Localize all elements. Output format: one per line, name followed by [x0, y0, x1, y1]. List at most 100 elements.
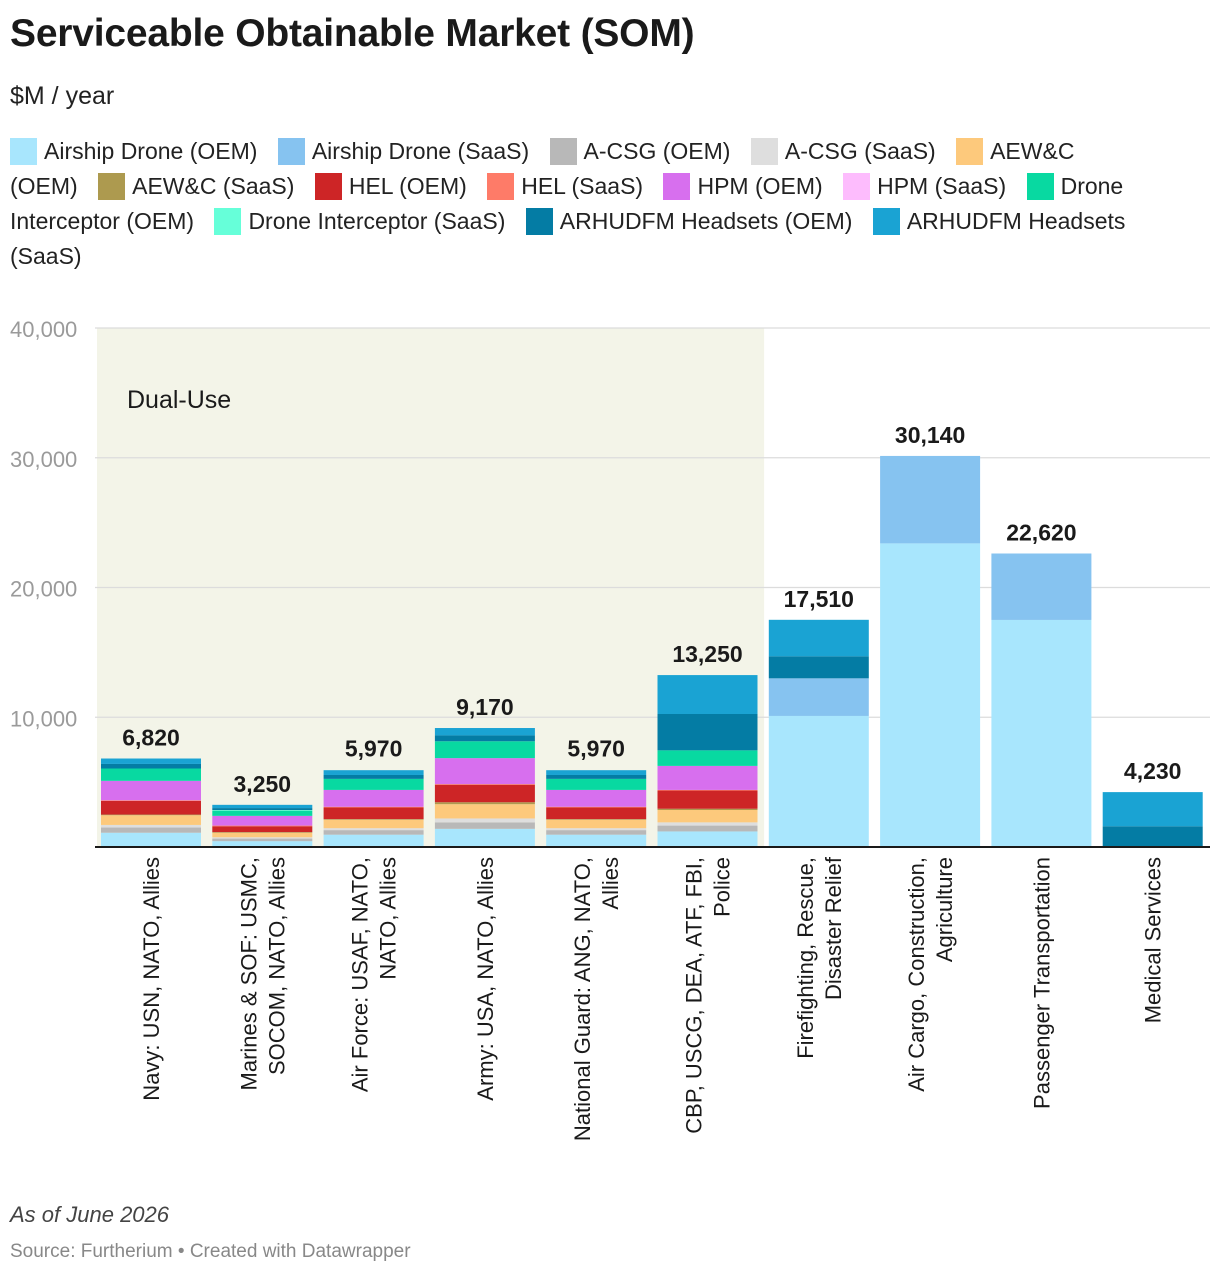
bar-segment [768, 656, 869, 679]
bar-segment [768, 619, 869, 657]
legend-item: Airship Drone (OEM) [10, 138, 258, 165]
chart-source: Source: Furtherium • Created with Datawr… [10, 1241, 411, 1262]
bar-total-label: 30,140 [895, 422, 965, 448]
legend-item: HEL (SaaS) [487, 173, 644, 200]
bar-segment [101, 824, 201, 828]
legend-item: A-CSG (OEM) [549, 138, 731, 165]
bar-segment [212, 808, 313, 811]
bar-segment [657, 765, 758, 790]
chart-legend: Airship Drone (OEM) Airship Drone (SaaS)… [10, 134, 1160, 274]
bar-segment [434, 818, 535, 823]
x-tick-label-line: CBP, USCG, DEA, ATF, FBI, [682, 857, 707, 1134]
legend-label: Airship Drone (OEM) [44, 138, 258, 164]
legend-item: AEW&C (SaaS) [98, 173, 295, 200]
bar-segment [546, 774, 647, 779]
x-tick-label-line: Police [710, 857, 735, 917]
bar-segment [101, 768, 201, 781]
legend-item: ARHUDFM Headsets (OEM) [525, 208, 852, 235]
legend-swatch [750, 138, 778, 165]
legend-item: Drone Interceptor (SaaS) [214, 208, 505, 235]
bar-segment [768, 678, 869, 716]
bar-segment [546, 770, 647, 775]
bar-segment [212, 810, 313, 811]
x-tick-label-line: Army: USA, NATO, Allies [473, 857, 498, 1101]
bar-segment [323, 789, 424, 807]
legend-swatch [98, 173, 126, 200]
bar-segment [657, 790, 758, 809]
bar-total-label: 13,250 [672, 641, 742, 667]
bar-segment [434, 828, 535, 847]
bar-segment [657, 822, 758, 826]
x-tick-label: Medical Services [1141, 857, 1166, 1023]
bar-total-label: 17,510 [784, 586, 854, 612]
bar-segment [434, 758, 535, 785]
bar-segment [434, 822, 535, 829]
x-tick-label-line: Air Force: USAF, NATO, [348, 857, 373, 1092]
bar-total-label: 5,970 [345, 736, 403, 762]
legend-item: AEW&C (OEM) [10, 138, 1074, 199]
x-tick-label: Army: USA, NATO, Allies [473, 857, 498, 1101]
bar-segment [657, 825, 758, 832]
x-tick-label-line: NATO, Allies [376, 857, 401, 980]
x-tick-label-line: Agriculture [932, 857, 957, 962]
bar-segment [1102, 792, 1203, 827]
x-tick-label-line: Firefighting, Rescue, [793, 857, 818, 1059]
bar-segment [101, 832, 201, 847]
bar-segment [323, 819, 424, 829]
y-tick-label: 40,000 [10, 317, 77, 342]
legend-swatch [549, 138, 577, 165]
bar-segment [101, 800, 201, 815]
legend-swatch [214, 208, 242, 235]
legend-swatch [956, 138, 984, 165]
x-tick-label-line: Marines & SOF: USMC, [236, 857, 261, 1090]
x-tick-label-line: Navy: USN, NATO, Allies [139, 857, 164, 1101]
bar-segment [212, 825, 313, 827]
bar-segment [323, 828, 424, 831]
x-tick-label: CBP, USCG, DEA, ATF, FBI, Police [682, 857, 735, 1134]
x-tick-label: Air Force: USAF, NATO, NATO, Allies [348, 857, 401, 1092]
legend-label: HPM (SaaS) [877, 173, 1007, 199]
legend-item: Airship Drone (SaaS) [277, 138, 529, 165]
x-tick-label: Marines & SOF: USMC, SOCOM, NATO, Allies [236, 857, 289, 1090]
bar-total-label: 9,170 [456, 694, 514, 720]
bar-segment [657, 675, 758, 715]
bar-segment [546, 778, 647, 790]
bar-segment [434, 802, 535, 805]
bar-total-label: 3,250 [234, 771, 292, 797]
bar-segment [434, 784, 535, 785]
x-tick-label: National Guard: ANG, NATO, Allies [570, 857, 623, 1141]
bar-segment [657, 714, 758, 751]
bar-segment [880, 455, 981, 544]
legend-label: AEW&C (SaaS) [132, 173, 295, 199]
bar-segment [323, 830, 424, 835]
bar-segment [434, 741, 535, 759]
chart-notes: As of June 2026 [10, 1202, 170, 1227]
x-tick-label: Air Cargo, Construction, Agriculture [904, 857, 957, 1092]
bar-segment [323, 806, 424, 808]
legend-swatch [663, 173, 691, 200]
x-tick-label-line: National Guard: ANG, NATO, [570, 857, 595, 1141]
legend-label: A-CSG (OEM) [583, 138, 731, 164]
chart-plot: Dual-Use 10,000 20,000 30,000 40,000 6,820 3,2… [10, 317, 1210, 1141]
bar-segment [212, 837, 313, 839]
legend-label: HEL (OEM) [348, 173, 467, 199]
legend-swatch [872, 208, 900, 235]
bar-segment [434, 804, 535, 819]
legend-swatch [1026, 173, 1054, 200]
x-tick-label-line: Passenger Transportation [1029, 857, 1054, 1109]
bar-segment [212, 838, 313, 842]
bar-segment [212, 832, 313, 833]
bar-segment [546, 806, 647, 808]
bar-segment [323, 819, 424, 820]
bar-segment [323, 774, 424, 779]
legend-label: A-CSG (SaaS) [784, 138, 936, 164]
x-tick-label: Firefighting, Rescue, Disaster Relief [793, 856, 846, 1059]
bar-segment [546, 789, 647, 807]
x-tick-label-line: Air Cargo, Construction, [904, 857, 929, 1092]
legend-swatch [314, 173, 342, 200]
legend-label: HEL (SaaS) [521, 173, 644, 199]
bar-segment [101, 763, 201, 769]
bar-segment [657, 810, 758, 823]
bar-segment [101, 827, 201, 833]
bar-segment [546, 819, 647, 829]
